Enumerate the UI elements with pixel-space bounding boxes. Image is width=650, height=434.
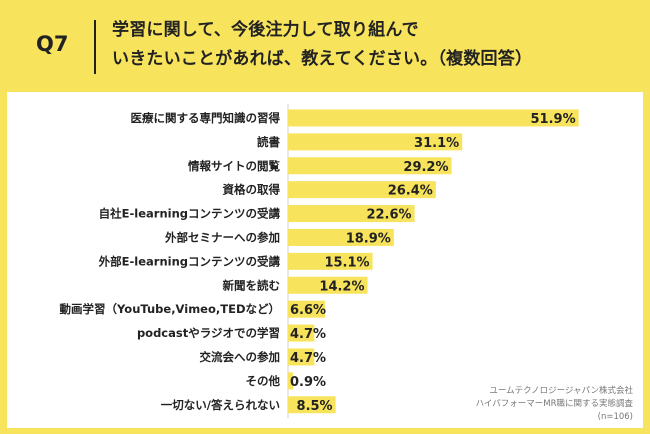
value-label-0: 51.9% xyxy=(531,112,576,127)
value-label-9: 4.7% xyxy=(290,327,326,342)
value-label-7: 14.2% xyxy=(319,279,364,294)
category-label-2: 情報サイトの閲覧 xyxy=(187,159,280,173)
note-company: ユームテクノロジージャパン株式会社 xyxy=(489,385,633,396)
header-divider xyxy=(94,20,96,74)
value-label-1: 31.1% xyxy=(414,136,459,151)
logo-mark-icon xyxy=(11,388,31,411)
bar-11 xyxy=(288,372,294,390)
umu-logo: umu www.umu.co xyxy=(11,388,77,424)
bar-7 xyxy=(288,276,368,294)
bar-12 xyxy=(288,396,336,414)
question-title-line2: いきたいことがあれば、教えてください。（複数回答） xyxy=(112,49,533,69)
bar-4 xyxy=(288,205,415,223)
value-label-3: 26.4% xyxy=(388,184,433,199)
logo-url: www.umu.co xyxy=(33,417,74,424)
category-label-10: 交流会への参加 xyxy=(200,350,281,364)
bar-6 xyxy=(288,252,373,270)
bar-3 xyxy=(288,181,436,199)
category-label-0: 医療に関する専門知識の習得 xyxy=(131,111,281,125)
value-label-2: 29.2% xyxy=(403,160,448,175)
value-label-11: 0.9% xyxy=(290,375,326,390)
category-label-3: 資格の取得 xyxy=(223,183,281,197)
logo-brand: umu xyxy=(33,393,77,416)
category-label-1: 読書 xyxy=(257,135,280,149)
value-label-8: 6.6% xyxy=(290,303,326,318)
category-label-11: その他 xyxy=(246,374,281,388)
value-label-6: 15.1% xyxy=(324,255,369,270)
value-label-5: 18.9% xyxy=(346,231,391,246)
bar-9 xyxy=(288,324,315,342)
category-label-6: 外部E-learningコンテンツの受講 xyxy=(98,254,281,268)
bar-2 xyxy=(288,157,452,175)
category-label-12: 一切ない/答えられない xyxy=(161,398,280,412)
header: Q7 学習に関して、今後注力して取り組んで いきたいことがあれば、教えてください… xyxy=(0,0,650,92)
category-label-4: 自社E-learningコンテンツの受講 xyxy=(99,207,281,221)
category-label-5: 外部セミナーへの参加 xyxy=(164,230,280,244)
note-sample-size: (n=106) xyxy=(598,412,633,422)
value-label-12: 8.5% xyxy=(297,399,333,414)
value-label-4: 22.6% xyxy=(366,208,411,223)
note-survey: ハイパフォーマーMR職に関する実態調査 xyxy=(476,398,634,409)
bar-1 xyxy=(288,133,463,151)
bar-0 xyxy=(288,109,579,127)
question-title-line1: 学習に関して、今後注力して取り組んで xyxy=(112,20,419,40)
value-label-10: 4.7% xyxy=(290,351,326,366)
bar-8 xyxy=(288,300,325,318)
question-title: 学習に関して、今後注力して取り組んで いきたいことがあれば、教えてください。（複… xyxy=(112,16,632,74)
question-number: Q7 xyxy=(36,32,69,56)
category-label-7: 新聞を読む xyxy=(223,278,281,292)
category-label-8: 動画学習（YouTube,Vimeo,TEDなど） xyxy=(60,302,280,316)
bar-5 xyxy=(288,228,394,246)
category-label-9: podcastやラジオでの学習 xyxy=(137,326,280,340)
bar-10 xyxy=(288,348,315,366)
survey-notes: ユームテクノロジージャパン株式会社 ハイパフォーマーMR職に関する実態調査 (n… xyxy=(476,385,634,422)
